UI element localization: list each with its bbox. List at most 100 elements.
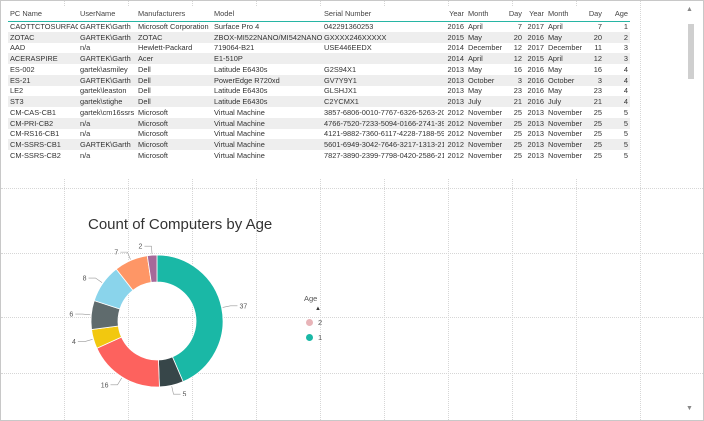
table-cell: 2013 [527, 150, 544, 160]
column-header[interactable]: Month [466, 6, 506, 22]
column-header[interactable]: Year [524, 6, 546, 22]
table-cell: 2016 [524, 31, 546, 43]
table-cell: CM-SSRS-CB1 [8, 139, 78, 150]
grid-line [448, 1, 449, 421]
table-row[interactable]: LE2 gartek\leaston Dell Latitude E6430s GLSH… [8, 86, 630, 97]
table-cell: n/a [80, 129, 91, 139]
table-cell: 1 [623, 22, 628, 32]
data-label: 37 [239, 303, 247, 310]
table-row[interactable]: ES-21 GARTEK\Garth Dell PowerEdge R720xd GV7… [8, 74, 630, 86]
table-cell: 23 [513, 86, 522, 96]
table-row[interactable]: ACERASPIRE GARTEK\Garth Acer E1-510P 2014 Apr… [8, 53, 630, 64]
sort-ascending-icon[interactable]: ▲ [315, 306, 321, 312]
table-cell: 2012 [447, 107, 464, 117]
grid-line [640, 1, 641, 421]
computers-table[interactable]: PC Name UserName Manufacturers Model Serial … [8, 6, 630, 178]
table-row[interactable]: CM-PRI-CB2 n/a Microsoft Virtual Machine 476… [8, 117, 630, 129]
table-cell: 2012 [447, 150, 464, 160]
table-row[interactable]: ES-002 gartek\asmiley Dell Latitude E6430s G… [8, 64, 630, 75]
column-header[interactable]: Model [212, 6, 322, 22]
grid-line [1, 373, 704, 374]
data-label: 6 [69, 312, 73, 319]
table-row[interactable]: AAD n/a Hewlett-Packard 719064-B21 USE446EED… [8, 43, 630, 54]
column-header[interactable]: Age [604, 6, 630, 22]
data-label: 8 [83, 276, 87, 283]
table-cell [322, 53, 444, 64]
legend-item[interactable]: 2 [306, 318, 322, 327]
table-cell: n/a [80, 43, 91, 53]
chart-legend: Age ▲ 2 1 [304, 294, 322, 342]
table-cell: Dell [136, 74, 212, 86]
table-row[interactable]: CM-RS16-CB1 n/a Microsoft Virtual Machine 41… [8, 129, 630, 140]
table-cell: n/a [80, 150, 91, 160]
vertical-scrollbar[interactable]: ▲ ▼ [684, 6, 698, 412]
table-cell: CM-RS16-CB1 [10, 129, 60, 139]
table-cell: Surface Pro 4 [214, 22, 260, 32]
column-header[interactable]: Month [546, 6, 586, 22]
table-cell: 4766-7520-7233-5094-0166-2741-39 [322, 117, 444, 129]
leader-line [222, 305, 238, 308]
table-cell: 2012 [444, 117, 466, 129]
table-row[interactable]: ST3 gartek\stighe Dell Latitude E6430s C2YCM… [8, 96, 630, 107]
table-cell: 2013 [447, 64, 464, 74]
table-cell: GARTEK\Garth [80, 22, 131, 32]
table-cell: November [548, 129, 583, 139]
table-cell: ZOTAC [8, 31, 78, 43]
table-row[interactable]: ZOTAC GARTEK\Garth ZOTAC ZBOX-MI522NANO/MI5… [8, 31, 630, 43]
table-cell: Dell [138, 86, 151, 96]
table-cell: Latitude E6430s [214, 64, 268, 74]
table-row[interactable]: CM-CAS-CB1 gartek\cm16ssrs Microsoft Virtua… [8, 107, 630, 118]
table-cell: 2013 [524, 117, 546, 129]
column-header[interactable]: Day [586, 6, 604, 22]
table-cell: GV7Y9Y1 [322, 74, 444, 86]
table-cell: Latitude E6430s [212, 96, 322, 107]
legend-item[interactable]: 1 [306, 333, 322, 342]
grid-line [384, 1, 385, 421]
table-cell: 3 [506, 74, 524, 86]
table-cell: 4 [623, 64, 628, 74]
table-cell: July [546, 96, 586, 107]
scrollbar-thumb[interactable] [688, 24, 694, 79]
donut-slice[interactable] [96, 336, 160, 388]
column-header[interactable]: Day [506, 6, 524, 22]
donut-slice[interactable] [146, 254, 158, 283]
table-header-row: PC Name UserName Manufacturers Model Serial … [8, 6, 630, 22]
table-cell: E1-510P [212, 53, 322, 64]
table-cell: gartek\leaston [80, 86, 127, 96]
column-header[interactable]: Manufacturers [136, 6, 212, 22]
donut-chart[interactable]: 37 5 16 4 6 8 7 2 [0, 236, 300, 396]
table-cell: CM-CAS-CB1 [10, 107, 56, 117]
table-cell: May [468, 86, 482, 96]
column-header[interactable]: Year [444, 6, 466, 22]
grid-line [192, 1, 193, 421]
table-cell: Microsoft [138, 150, 168, 160]
table-row[interactable]: CM-SSRS-CB1 GARTEK\Garth Microsoft Virtual … [8, 139, 630, 150]
scroll-up-icon[interactable]: ▲ [686, 6, 693, 13]
column-header[interactable]: Serial Number [322, 6, 444, 22]
table-cell: USE446EEDX [324, 43, 372, 53]
table-cell: gartek\cm16ssrs [80, 107, 135, 117]
donut-slice[interactable] [156, 254, 224, 383]
grid-line [64, 1, 65, 421]
table-cell: 2013 [447, 86, 464, 96]
legend-label: 2 [318, 318, 323, 327]
table-cell: 7 [597, 22, 602, 32]
table-cell: 2017 [527, 22, 544, 32]
table-cell: ZBOX-MI522NANO/MI542NANO [212, 31, 322, 43]
column-header[interactable]: UserName [78, 6, 136, 22]
data-label: 4 [72, 339, 76, 346]
table-cell: 2016 [524, 96, 546, 107]
table-cell: November [466, 117, 506, 129]
data-label: 2 [139, 244, 143, 251]
table-cell: December [548, 43, 583, 53]
leader-line [88, 277, 103, 283]
table-cell: 2013 [444, 74, 466, 86]
table-cell: CM-SSRS-CB2 [10, 150, 61, 160]
table-cell: Latitude E6430s [214, 86, 268, 96]
column-header[interactable]: PC Name [8, 6, 78, 22]
table-row[interactable]: CAOTTCTOSURFACE GARTEK\Garth Microsoft Cor… [8, 21, 630, 32]
scroll-down-icon[interactable]: ▼ [686, 405, 693, 412]
table-row[interactable]: CM-SSRS-CB2 n/a Microsoft Virtual Machine 78… [8, 150, 630, 161]
table-cell: Virtual Machine [212, 117, 322, 129]
table-cell: Microsoft [138, 129, 168, 139]
